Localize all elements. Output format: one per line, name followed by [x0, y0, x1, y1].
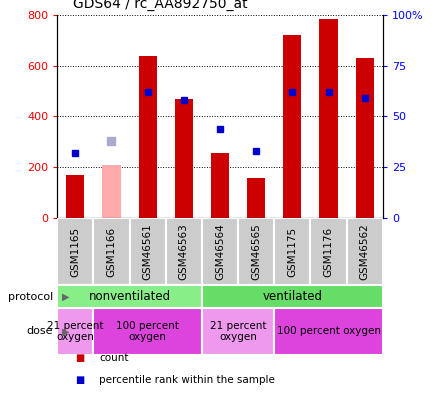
Bar [356, 58, 374, 218]
Text: percentile rank within the sample: percentile rank within the sample [99, 375, 275, 385]
Text: protocol: protocol [7, 291, 53, 301]
Bar [166, 218, 202, 285]
Bar [238, 218, 274, 285]
Text: GSM1165: GSM1165 [70, 227, 80, 276]
Bar [283, 35, 301, 218]
Bar [347, 218, 383, 285]
Bar [57, 285, 202, 308]
Bar [93, 218, 129, 285]
Text: count: count [99, 353, 128, 363]
Text: GDS64 / rc_AA892750_at: GDS64 / rc_AA892750_at [73, 0, 248, 11]
Bar [311, 218, 347, 285]
Text: GSM46561: GSM46561 [143, 223, 153, 280]
Text: 100 percent oxygen: 100 percent oxygen [276, 326, 381, 337]
Text: GSM1176: GSM1176 [323, 227, 334, 276]
Text: ■: ■ [75, 353, 84, 363]
Bar [274, 218, 311, 285]
Bar [319, 19, 337, 218]
Text: ▶: ▶ [62, 291, 69, 301]
Bar [57, 218, 93, 285]
Bar [202, 308, 274, 355]
Bar [211, 153, 229, 218]
Bar [202, 285, 383, 308]
Text: GSM1175: GSM1175 [287, 227, 297, 276]
Text: ■: ■ [75, 375, 84, 385]
Text: 100 percent
oxygen: 100 percent oxygen [116, 321, 179, 342]
Bar [202, 218, 238, 285]
Bar [139, 55, 157, 218]
Text: GSM1166: GSM1166 [106, 227, 117, 276]
Text: 21 percent
oxygen: 21 percent oxygen [210, 321, 266, 342]
Bar [274, 308, 383, 355]
Bar [93, 308, 202, 355]
Text: nonventilated: nonventilated [88, 290, 171, 303]
Text: GSM46564: GSM46564 [215, 223, 225, 280]
Bar [247, 178, 265, 218]
Text: GSM46563: GSM46563 [179, 223, 189, 280]
Bar [66, 175, 84, 218]
Bar [129, 218, 166, 285]
Text: GSM46562: GSM46562 [360, 223, 370, 280]
Bar [57, 308, 93, 355]
Bar [103, 165, 121, 218]
Text: 21 percent
oxygen: 21 percent oxygen [47, 321, 103, 342]
Text: GSM46565: GSM46565 [251, 223, 261, 280]
Text: dose: dose [26, 326, 53, 337]
Text: ▶: ▶ [62, 326, 69, 337]
Text: ventilated: ventilated [262, 290, 323, 303]
Bar [175, 99, 193, 218]
